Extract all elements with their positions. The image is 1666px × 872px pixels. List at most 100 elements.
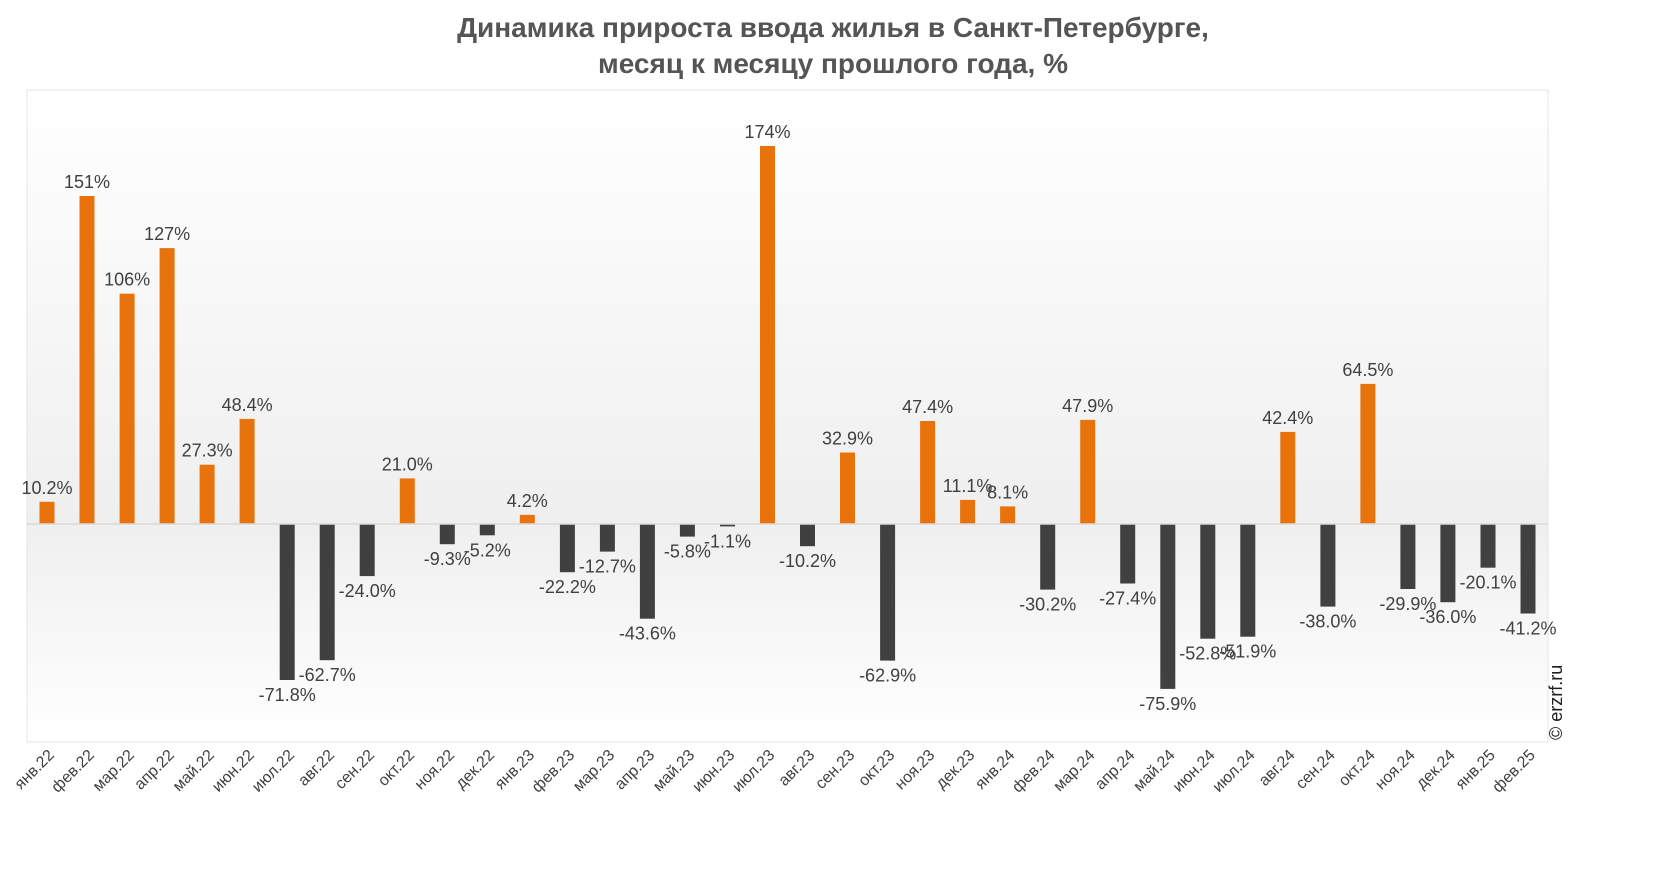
bar-мар.22 [119,293,135,524]
bar-июн.22 [239,418,255,524]
tick-label-мар.22: мар.22 [90,747,138,795]
tick-label-авг.24: авг.24 [1256,747,1299,790]
bar-сен.23 [840,452,855,524]
watermark-text: © erzrf.ru [1546,665,1566,740]
data-label-июл.22: -71.8% [259,685,316,705]
data-label-июн.23: -1.1% [704,531,751,551]
bar-апр.24 [1120,524,1136,584]
tick-label-дек.23: дек.23 [933,747,979,793]
bar-июл.24 [1240,524,1256,637]
bar-окт.23 [880,524,896,661]
tick-label-сен.24: сен.24 [1293,747,1339,793]
tick-label-апр.22: апр.22 [131,747,178,794]
data-label-окт.24: 64.5% [1342,360,1393,380]
data-label-дек.22: -5.2% [464,540,511,560]
bar-янв.23 [519,514,535,524]
data-label-июл.24: -51.9% [1219,642,1276,662]
tick-label-сен.23: сен.23 [812,747,858,793]
data-label-апр.22: 127% [144,224,190,244]
tick-label-мар.23: мар.23 [570,747,618,795]
x-axis-ticks: янв.22фев.22мар.22апр.22май.22июн.22июл.… [12,747,1539,796]
data-label-июл.23: 174% [744,122,790,142]
data-label-сен.23: 32.9% [822,429,873,449]
bars-group [39,146,1536,689]
data-label-дек.24: -36.0% [1419,607,1476,627]
data-label-фев.24: -30.2% [1019,595,1076,615]
tick-label-июн.24: июн.24 [1170,747,1219,796]
tick-label-авг.23: авг.23 [776,747,819,790]
bar-авг.24 [1280,431,1296,524]
tick-label-авг.22: авг.22 [295,747,338,790]
tick-label-июл.23: июл.23 [729,747,778,796]
data-label-авг.24: 42.4% [1262,408,1313,428]
tick-label-апр.24: апр.24 [1092,747,1139,794]
tick-label-июн.23: июн.23 [690,747,739,796]
bar-дек.22 [479,524,495,536]
data-label-ноя.22: -9.3% [424,549,471,569]
bar-янв.22 [39,501,55,524]
tick-label-июн.22: июн.22 [209,747,258,796]
data-label-мар.23: -12.7% [579,557,636,577]
data-label-фев.25: -41.2% [1499,619,1556,639]
bar-фев.22 [79,196,95,524]
tick-label-фев.22: фев.22 [48,747,97,796]
bar-июл.23 [760,146,775,524]
data-labels-group: 10.2% 151% 106% 127% 27.3% 48.4% -71.8%-62.7% -… [21,122,1556,714]
bar-янв.25 [1480,524,1496,568]
tick-label-фев.24: фев.24 [1009,747,1058,796]
bar-янв.24 [1000,506,1016,524]
data-label-дек.23: 11.1% [943,476,993,496]
data-label-янв.25: -20.1% [1459,573,1516,593]
tick-label-июл.22: июл.22 [249,747,298,796]
tick-label-май.23: май.23 [650,747,698,795]
bar-фев.23 [559,524,575,573]
data-label-фев.23: -22.2% [539,577,596,597]
bar-мар.23 [599,524,615,552]
data-label-ноя.23: 47.4% [902,397,953,417]
tick-label-мар.24: мар.24 [1050,747,1098,795]
tick-label-ноя.24: ноя.24 [1372,747,1418,793]
bar-апр.22 [159,248,175,524]
data-label-янв.23: 4.2% [507,491,548,511]
tick-label-фев.23: фев.23 [529,747,578,796]
data-label-сен.24: -38.0% [1299,612,1356,632]
data-label-апр.24: -27.4% [1099,589,1156,609]
bar-май.24 [1160,524,1176,689]
tick-label-май.24: май.24 [1130,747,1178,795]
bar-июл.22 [279,524,295,680]
tick-label-сен.22: сен.22 [332,747,378,793]
bar-май.23 [679,524,695,537]
bar-апр.23 [639,524,655,619]
bar-ноя.22 [439,524,455,545]
data-label-июн.22: 48.4% [222,395,273,415]
bar-дек.24 [1440,524,1456,603]
bar-дек.23 [960,499,976,524]
bar-сен.22 [359,524,375,577]
bar-фев.25 [1520,524,1536,614]
plot-area [26,89,1549,743]
tick-label-фев.25: фев.25 [1489,747,1538,796]
tick-label-окт.22: окт.22 [375,747,418,790]
tick-label-июл.24: июл.24 [1210,747,1259,796]
tick-label-апр.23: апр.23 [612,747,659,794]
data-label-фев.22: 151% [64,172,110,192]
data-label-июн.24: -52.8% [1179,644,1236,664]
bar-окт.22 [399,478,415,524]
data-label-апр.23: -43.6% [619,624,676,644]
data-label-май.24: -75.9% [1139,694,1196,714]
bar-авг.22 [319,524,335,661]
tick-label-окт.23: окт.23 [855,747,898,790]
bar-сен.24 [1320,524,1336,607]
bar-ноя.24 [1400,524,1416,589]
data-label-сен.22: -24.0% [339,581,396,601]
bar-июн.23 [720,524,735,527]
data-label-май.22: 27.3% [182,441,233,461]
data-label-окт.22: 21.0% [382,454,433,474]
data-label-ноя.24: -29.9% [1379,594,1436,614]
bar-авг.23 [800,524,815,547]
chart-title: Динамика прироста ввода жилья в Санкт-Пе… [0,10,1666,82]
tick-label-окт.24: окт.24 [1336,747,1379,790]
data-label-янв.22: 10.2% [21,478,72,498]
bar-фев.24 [1040,524,1056,590]
